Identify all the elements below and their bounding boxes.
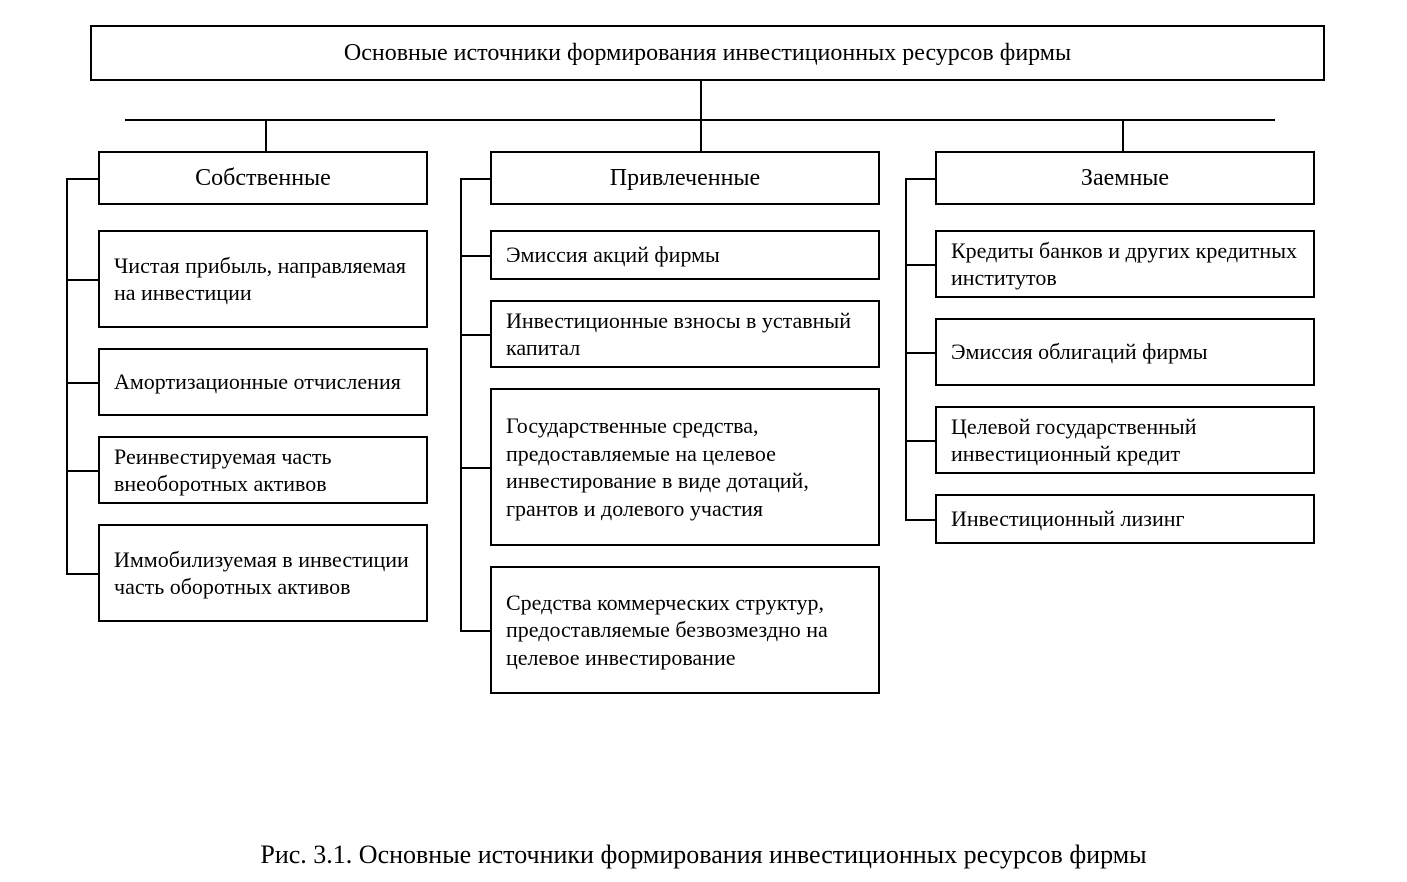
connector-drop-borrowed	[1122, 119, 1124, 151]
category-label: Заемные	[1081, 163, 1169, 193]
connector-tick	[66, 573, 98, 575]
connector-tick	[905, 178, 935, 180]
diagram-title-text: Основные источники формирования инвестиц…	[344, 38, 1071, 68]
figure-caption: Рис. 3.1. Основные источники формировани…	[0, 840, 1407, 870]
connector-spine-borrowed	[905, 178, 907, 519]
item-text: Целевой государственный инвестиционный к…	[951, 413, 1299, 468]
item-text: Средства коммерческих структур, предоста…	[506, 589, 864, 672]
item-box-borrowed-3: Инвестиционный лизинг	[935, 494, 1315, 544]
category-box-attracted: Привлеченные	[490, 151, 880, 205]
item-text: Чистая прибыль, направляемая на инвестиц…	[114, 252, 412, 307]
item-text: Эмиссия облигаций фирмы	[951, 338, 1208, 366]
item-text: Государственные средства, предоставляемы…	[506, 412, 864, 522]
item-box-borrowed-0: Кредиты банков и других кредитных инстит…	[935, 230, 1315, 298]
item-text: Амортизационные отчисления	[114, 368, 401, 396]
connector-tick	[460, 178, 490, 180]
category-label: Привлеченные	[610, 163, 760, 193]
item-text: Кредиты банков и других кредитных инстит…	[951, 237, 1299, 292]
item-text: Инвестиционные взносы в уставный капитал	[506, 307, 864, 362]
connector-tick	[66, 470, 98, 472]
connector-trunk	[700, 81, 702, 119]
item-box-own-3: Иммобилизуемая в инвестиции часть оборот…	[98, 524, 428, 622]
item-text: Эмиссия акций фирмы	[506, 241, 720, 269]
item-box-own-0: Чистая прибыль, направляемая на инвестиц…	[98, 230, 428, 328]
item-text: Иммобилизуемая в инвестиции часть оборот…	[114, 546, 412, 601]
figure-caption-text: Рис. 3.1. Основные источники формировани…	[260, 840, 1146, 869]
diagram-title-box: Основные источники формирования инвестиц…	[90, 25, 1325, 81]
item-box-attracted-3: Средства коммерческих структур, предоста…	[490, 566, 880, 694]
item-box-own-1: Амортизационные отчисления	[98, 348, 428, 416]
item-box-borrowed-1: Эмиссия облигаций фирмы	[935, 318, 1315, 386]
connector-drop-own	[265, 119, 267, 151]
connector-tick	[66, 178, 98, 180]
item-box-own-2: Реинвестируемая часть внеоборотных актив…	[98, 436, 428, 504]
category-box-borrowed: Заемные	[935, 151, 1315, 205]
connector-tick	[66, 279, 98, 281]
item-box-attracted-2: Государственные средства, предоставляемы…	[490, 388, 880, 546]
category-box-own: Собственные	[98, 151, 428, 205]
connector-tick	[905, 264, 935, 266]
connector-tick	[66, 382, 98, 384]
connector-tick	[460, 630, 490, 632]
item-text: Реинвестируемая часть внеоборотных актив…	[114, 443, 412, 498]
connector-spine-attracted	[460, 178, 462, 630]
diagram-canvas: Основные источники формирования инвестиц…	[0, 0, 1407, 882]
connector-tick	[905, 519, 935, 521]
item-box-attracted-0: Эмиссия акций фирмы	[490, 230, 880, 280]
item-box-attracted-1: Инвестиционные взносы в уставный капитал	[490, 300, 880, 368]
connector-tick	[905, 352, 935, 354]
item-box-borrowed-2: Целевой государственный инвестиционный к…	[935, 406, 1315, 474]
connector-tick	[460, 467, 490, 469]
category-label: Собственные	[195, 163, 331, 193]
item-text: Инвестиционный лизинг	[951, 505, 1185, 533]
connector-spine-own	[66, 178, 68, 573]
connector-tick	[460, 255, 490, 257]
connector-tick	[905, 440, 935, 442]
connector-tick	[460, 334, 490, 336]
connector-drop-attracted	[700, 119, 702, 151]
